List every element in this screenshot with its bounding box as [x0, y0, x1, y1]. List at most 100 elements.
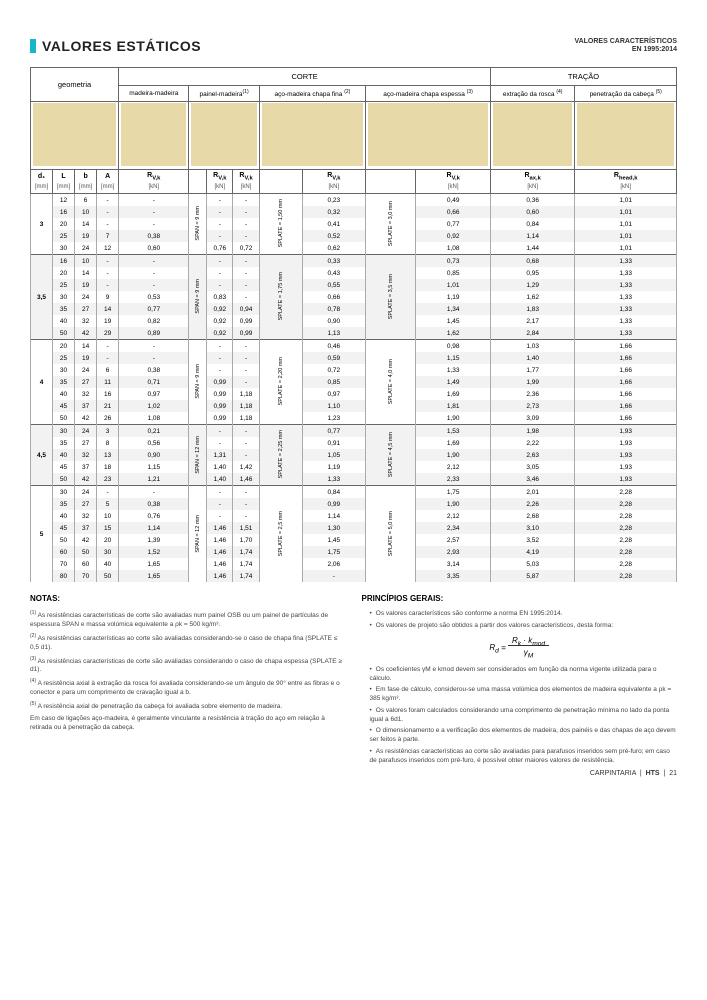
- cell-rv5: 1,33: [416, 364, 491, 376]
- cell-rh: 1,33: [575, 255, 677, 268]
- cell-rh: 2,28: [575, 570, 677, 582]
- cell-A: -: [97, 486, 119, 499]
- h-rv3: RV,k: [233, 169, 259, 183]
- cell-rv5: 1,69: [416, 437, 491, 449]
- cell-rv4: 0,55: [302, 279, 365, 291]
- cell-rv2: 0,76: [207, 242, 233, 255]
- cell-rv3: 1,46: [233, 473, 259, 486]
- cell-A: 29: [97, 327, 119, 340]
- cell-rv3: -: [233, 291, 259, 303]
- cell-b: 50: [75, 546, 97, 558]
- cell-rh: 1,33: [575, 291, 677, 303]
- cell-L: 30: [53, 486, 75, 499]
- cell-rv5: 1,62: [416, 327, 491, 340]
- cell-A: 30: [97, 546, 119, 558]
- cell-rv3: -: [233, 510, 259, 522]
- illus-mad: [119, 101, 189, 169]
- cell-rv5: 1,01: [416, 279, 491, 291]
- cell-b: 37: [75, 461, 97, 473]
- cell-rv5: 0,73: [416, 255, 491, 268]
- cell-rv4: 0,46: [302, 340, 365, 353]
- h-L: L: [53, 169, 75, 183]
- cell-rax: 3,52: [490, 534, 574, 546]
- cell-A: 5: [97, 498, 119, 510]
- cell-rv5: 0,98: [416, 340, 491, 353]
- cell-rv4: 0,97: [302, 388, 365, 400]
- col-mad-mad: madeira-madeira: [119, 85, 189, 101]
- cell-rv4: 0,62: [302, 242, 365, 255]
- cell-rv2: 0,92: [207, 303, 233, 315]
- cell-L: 16: [53, 255, 75, 268]
- cell-b: 37: [75, 400, 97, 412]
- cell-b: 37: [75, 522, 97, 534]
- cell-b: 32: [75, 315, 97, 327]
- accent-bar: [30, 39, 36, 53]
- cell-L: 25: [53, 279, 75, 291]
- cell-rv1: 0,76: [119, 510, 189, 522]
- cell-rv1: 0,97: [119, 388, 189, 400]
- cell-rv1: 0,53: [119, 291, 189, 303]
- cell-rv5: 1,90: [416, 412, 491, 425]
- cell-rh: 1,93: [575, 425, 677, 438]
- cell-rv1: -: [119, 279, 189, 291]
- page-title: VALORES ESTÁTICOS: [42, 38, 201, 54]
- cell-rv1: 0,71: [119, 376, 189, 388]
- cell-rh: 1,33: [575, 279, 677, 291]
- cell-rv5: 1,90: [416, 449, 491, 461]
- cell-A: 18: [97, 461, 119, 473]
- cell-rv3: -: [233, 279, 259, 291]
- cell-rv1: -: [119, 486, 189, 499]
- cell-rv2: 1,46: [207, 534, 233, 546]
- cell-rv1: 0,89: [119, 327, 189, 340]
- span-label: SPAN = 9 mm: [189, 194, 207, 255]
- cell-rv4: 0,59: [302, 352, 365, 364]
- cell-A: 26: [97, 412, 119, 425]
- cell-b: 70: [75, 570, 97, 582]
- cell-rv4: 1,10: [302, 400, 365, 412]
- cell-A: 19: [97, 315, 119, 327]
- cell-b: 42: [75, 412, 97, 425]
- cell-b: 27: [75, 303, 97, 315]
- cell-rv1: -: [119, 206, 189, 218]
- cell-rax: 2,17: [490, 315, 574, 327]
- h-rv4: RV,k: [302, 169, 365, 183]
- cell-rv4: 1,45: [302, 534, 365, 546]
- cell-A: 9: [97, 291, 119, 303]
- cell-rv2: 1,46: [207, 558, 233, 570]
- cell-rv1: 1,39: [119, 534, 189, 546]
- cell-rv5: 1,81: [416, 400, 491, 412]
- cell-rv2: 1,46: [207, 570, 233, 582]
- cell-d1: 4,5: [31, 425, 53, 486]
- cell-rv5: 2,33: [416, 473, 491, 486]
- cell-rax: 1,99: [490, 376, 574, 388]
- cell-rax: 2,73: [490, 400, 574, 412]
- cell-L: 45: [53, 522, 75, 534]
- cell-rv5: 1,90: [416, 498, 491, 510]
- cell-L: 35: [53, 437, 75, 449]
- cell-rv5: 1,49: [416, 376, 491, 388]
- cell-rv1: 0,60: [119, 242, 189, 255]
- cell-rv1: 1,14: [119, 522, 189, 534]
- cell-rax: 2,68: [490, 510, 574, 522]
- cell-b: 14: [75, 267, 97, 279]
- cell-rv2: 1,31: [207, 449, 233, 461]
- cell-rh: 1,93: [575, 449, 677, 461]
- cell-rv3: 1,42: [233, 461, 259, 473]
- cell-A: -: [97, 340, 119, 353]
- cell-rv4: 0,84: [302, 486, 365, 499]
- cell-b: 27: [75, 498, 97, 510]
- cell-L: 20: [53, 218, 75, 230]
- cell-rh: 2,28: [575, 558, 677, 570]
- cell-b: 19: [75, 352, 97, 364]
- cell-rv4: 1,75: [302, 546, 365, 558]
- cell-A: 3: [97, 425, 119, 438]
- cell-L: 40: [53, 315, 75, 327]
- cell-rv2: -: [207, 267, 233, 279]
- cell-L: 50: [53, 327, 75, 340]
- cell-rh: 1,01: [575, 194, 677, 207]
- cell-rv5: 1,75: [416, 486, 491, 499]
- span-label: SPAN = 9 mm: [189, 255, 207, 340]
- cell-rv3: -: [233, 449, 259, 461]
- cell-rv2: -: [207, 352, 233, 364]
- cell-rv4: 0,78: [302, 303, 365, 315]
